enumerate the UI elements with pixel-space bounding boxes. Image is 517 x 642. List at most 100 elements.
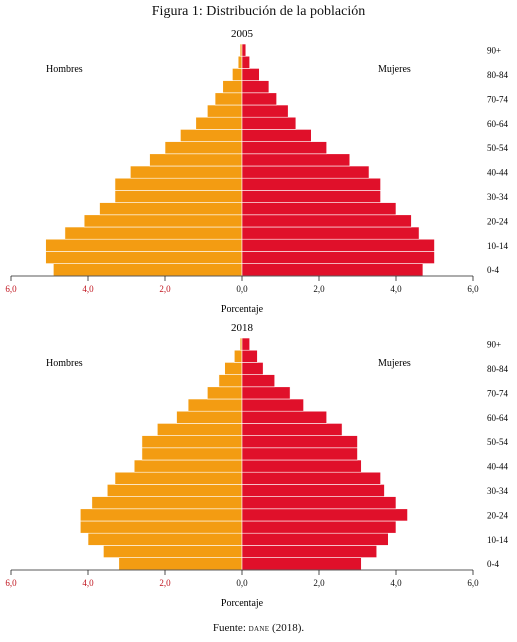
bar-hombres-30-34 xyxy=(106,484,243,497)
bar-hombres-85-89 xyxy=(237,55,243,69)
bar-mujeres-45-49 xyxy=(241,153,351,167)
x-tick-label: 6,0 xyxy=(5,578,17,588)
x-tick-label: 6,0 xyxy=(467,578,479,588)
bar-hombres-35-39 xyxy=(114,471,243,485)
category-tick-80-84: 80-84 xyxy=(487,70,508,80)
category-tick-80-84: 80-84 xyxy=(487,364,508,374)
category-tick-70-74: 70-74 xyxy=(487,94,508,104)
bar-mujeres-55-59 xyxy=(241,423,343,436)
bar-hombres-60-64 xyxy=(176,410,243,424)
bar-hombres-15-19 xyxy=(64,226,243,240)
source-org: dane xyxy=(248,623,270,634)
category-tick-50-54: 50-54 xyxy=(487,437,508,447)
category-tick-60-64: 60-64 xyxy=(487,413,508,423)
bar-hombres-45-49 xyxy=(149,153,243,167)
bar-mujeres-50-54 xyxy=(241,141,327,155)
bar-mujeres-65-69 xyxy=(241,104,289,118)
series-label-mujeres: Mujeres xyxy=(378,64,411,75)
bar-mujeres-20-24 xyxy=(241,214,412,228)
category-tick-40-44: 40-44 xyxy=(487,462,508,472)
figure-title: Figura 1: Distribución de la población xyxy=(151,4,366,19)
bar-mujeres-85-89 xyxy=(241,349,258,363)
pyramid-chart-2018: 2018 Hombres Mujeres 0-4 10-14 20-24 30-34 40-4… xyxy=(5,322,508,609)
source-suffix: (2018). xyxy=(272,622,305,634)
bar-hombres-40-44 xyxy=(133,459,243,473)
bar-mujeres-35-39 xyxy=(241,471,381,485)
bar-mujeres-60-64 xyxy=(241,116,297,130)
bar-hombres-0-4 xyxy=(53,263,243,277)
bar-hombres-50-54 xyxy=(141,435,243,449)
chart-year-title: 2018 xyxy=(231,322,254,334)
x-tick-label: 0,0 xyxy=(236,284,248,294)
category-tick-90+: 90+ xyxy=(487,46,501,56)
x-tick-label: 2,0 xyxy=(313,284,325,294)
x-axis-label: Porcentaje xyxy=(221,598,264,609)
category-tick-10-14: 10-14 xyxy=(487,241,508,251)
bar-hombres-40-44 xyxy=(130,165,243,179)
x-tick-label: 0,0 xyxy=(236,578,248,588)
bar-mujeres-30-34 xyxy=(241,484,385,497)
bar-mujeres-50-54 xyxy=(241,435,358,449)
bar-hombres-80-84 xyxy=(224,362,243,375)
bar-hombres-70-74 xyxy=(214,92,243,106)
bar-mujeres-20-24 xyxy=(241,508,408,522)
bar-mujeres-90+ xyxy=(241,337,250,351)
x-tick-label: 2,0 xyxy=(159,578,171,588)
bar-mujeres-70-74 xyxy=(241,92,277,106)
bar-hombres-85-89 xyxy=(234,349,243,363)
x-tick-label: 2,0 xyxy=(159,284,171,294)
category-tick-10-14: 10-14 xyxy=(487,535,508,545)
bar-hombres-20-24 xyxy=(80,508,243,522)
series-label-hombres: Hombres xyxy=(46,64,83,75)
bar-mujeres-90+ xyxy=(241,43,247,57)
bar-hombres-25-29 xyxy=(99,202,243,216)
bar-mujeres-10-14 xyxy=(241,532,389,546)
bar-hombres-75-79 xyxy=(222,80,243,94)
bar-mujeres-80-84 xyxy=(241,362,264,375)
x-tick-label: 6,0 xyxy=(467,284,479,294)
bar-mujeres-5-9 xyxy=(241,251,435,264)
bar-mujeres-25-29 xyxy=(241,202,397,216)
bar-mujeres-80-84 xyxy=(241,68,260,81)
category-tick-40-44: 40-44 xyxy=(487,168,508,178)
bar-hombres-5-9 xyxy=(103,545,243,558)
bar-hombres-80-84 xyxy=(232,68,243,81)
series-label-hombres: Hombres xyxy=(46,358,83,369)
bar-mujeres-10-14 xyxy=(241,238,435,252)
source-prefix: Fuente: xyxy=(212,622,246,634)
bar-mujeres-0-4 xyxy=(241,557,362,571)
x-axis-label: Porcentaje xyxy=(221,304,264,315)
category-tick-30-34: 30-34 xyxy=(487,486,508,496)
x-tick-label: 2,0 xyxy=(313,578,325,588)
bar-hombres-25-29 xyxy=(91,496,243,510)
bar-mujeres-75-79 xyxy=(241,374,276,388)
bar-hombres-10-14 xyxy=(45,238,243,252)
bar-mujeres-55-59 xyxy=(241,129,312,142)
bar-mujeres-75-79 xyxy=(241,80,270,94)
bar-mujeres-70-74 xyxy=(241,386,291,400)
bar-hombres-65-69 xyxy=(187,398,243,412)
category-tick-0-4: 0-4 xyxy=(487,559,499,569)
category-tick-20-24: 20-24 xyxy=(487,510,508,520)
bar-mujeres-40-44 xyxy=(241,459,362,473)
x-tick-label: 4,0 xyxy=(390,284,402,294)
x-tick-label: 4,0 xyxy=(82,284,94,294)
bar-mujeres-25-29 xyxy=(241,496,397,510)
bar-hombres-15-19 xyxy=(80,520,243,534)
bar-mujeres-60-64 xyxy=(241,410,327,424)
category-tick-20-24: 20-24 xyxy=(487,216,508,226)
pyramid-chart-2005: 2005 Hombres Mujeres 0-4 10-14 20-24 30-34 40-4… xyxy=(5,28,508,315)
x-tick-label: 4,0 xyxy=(390,578,402,588)
bar-mujeres-85-89 xyxy=(241,55,250,69)
category-tick-70-74: 70-74 xyxy=(487,388,508,398)
x-tick-label: 6,0 xyxy=(5,284,17,294)
bar-hombres-55-59 xyxy=(157,423,243,436)
bar-mujeres-40-44 xyxy=(241,165,370,179)
bar-hombres-50-54 xyxy=(164,141,243,155)
bar-mujeres-5-9 xyxy=(241,545,378,558)
bar-hombres-10-14 xyxy=(87,532,243,546)
bar-mujeres-65-69 xyxy=(241,398,304,412)
bar-mujeres-0-4 xyxy=(241,263,424,277)
chart-year-title: 2005 xyxy=(231,28,254,40)
